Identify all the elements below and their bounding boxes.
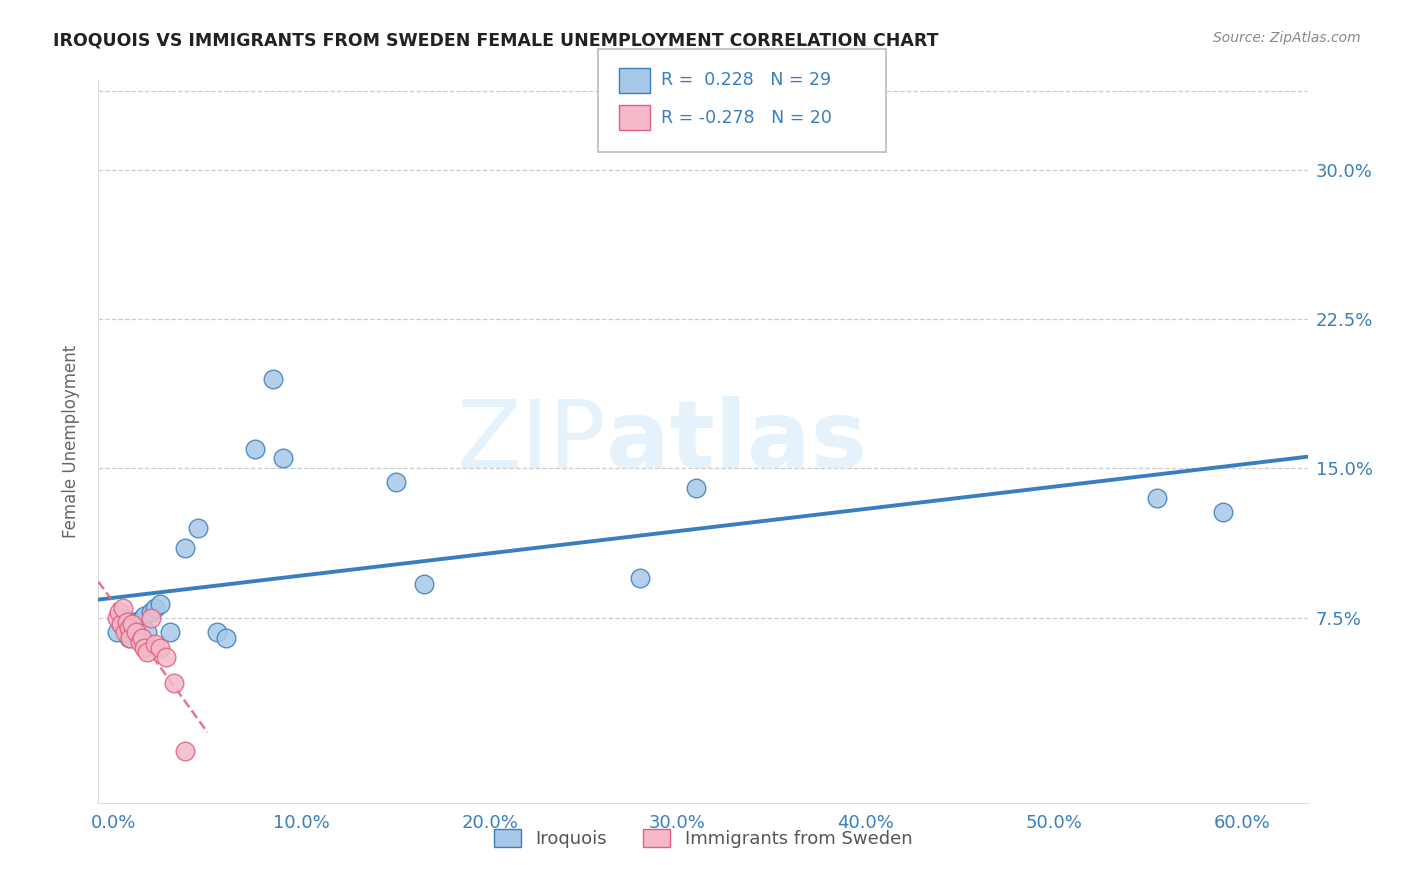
Point (117, 631, 139, 645)
Point (149, 597, 172, 611)
Point (685, 481, 707, 495)
Point (128, 634, 150, 648)
Y-axis label: Female Unemployment: Female Unemployment (62, 345, 80, 538)
Point (262, 372, 284, 386)
Text: R = -0.278   N = 20: R = -0.278 N = 20 (661, 109, 832, 127)
Point (132, 608, 155, 623)
Point (136, 624, 159, 639)
Point (120, 624, 142, 639)
Point (125, 618, 148, 632)
Point (114, 621, 136, 635)
Point (139, 610, 162, 624)
Point (120, 631, 142, 645)
Point (205, 624, 228, 639)
Point (162, 676, 184, 690)
Point (110, 616, 132, 631)
Point (117, 621, 139, 635)
Point (105, 610, 128, 624)
Text: Source: ZipAtlas.com: Source: ZipAtlas.com (1213, 31, 1361, 45)
Point (155, 650, 177, 665)
Point (105, 624, 128, 639)
Point (128, 613, 150, 627)
Point (187, 521, 209, 535)
Point (628, 571, 651, 585)
Text: ZIP: ZIP (457, 395, 606, 488)
Point (1146, 491, 1168, 506)
Point (159, 624, 181, 639)
Point (149, 640, 172, 655)
Point (215, 631, 238, 645)
Point (111, 610, 134, 624)
Point (143, 600, 166, 615)
Point (174, 744, 197, 758)
Point (174, 541, 197, 555)
Point (243, 442, 266, 456)
Point (412, 577, 434, 591)
Text: atlas: atlas (606, 395, 868, 488)
Point (110, 616, 132, 631)
Point (115, 615, 138, 629)
Point (115, 615, 138, 629)
Point (125, 624, 148, 639)
Point (1212, 505, 1234, 519)
Point (384, 475, 406, 490)
Point (121, 616, 143, 631)
Point (111, 600, 134, 615)
Point (114, 624, 136, 639)
Text: R =  0.228   N = 29: R = 0.228 N = 29 (661, 71, 831, 89)
Point (143, 636, 166, 650)
Point (271, 451, 294, 466)
Text: IROQUOIS VS IMMIGRANTS FROM SWEDEN FEMALE UNEMPLOYMENT CORRELATION CHART: IROQUOIS VS IMMIGRANTS FROM SWEDEN FEMAL… (53, 31, 939, 49)
Point (108, 605, 131, 619)
Point (136, 644, 159, 658)
Point (121, 615, 143, 629)
Point (131, 631, 153, 645)
Point (132, 640, 155, 655)
Legend: Iroquois, Immigrants from Sweden: Iroquois, Immigrants from Sweden (486, 822, 920, 855)
Point (139, 605, 162, 619)
